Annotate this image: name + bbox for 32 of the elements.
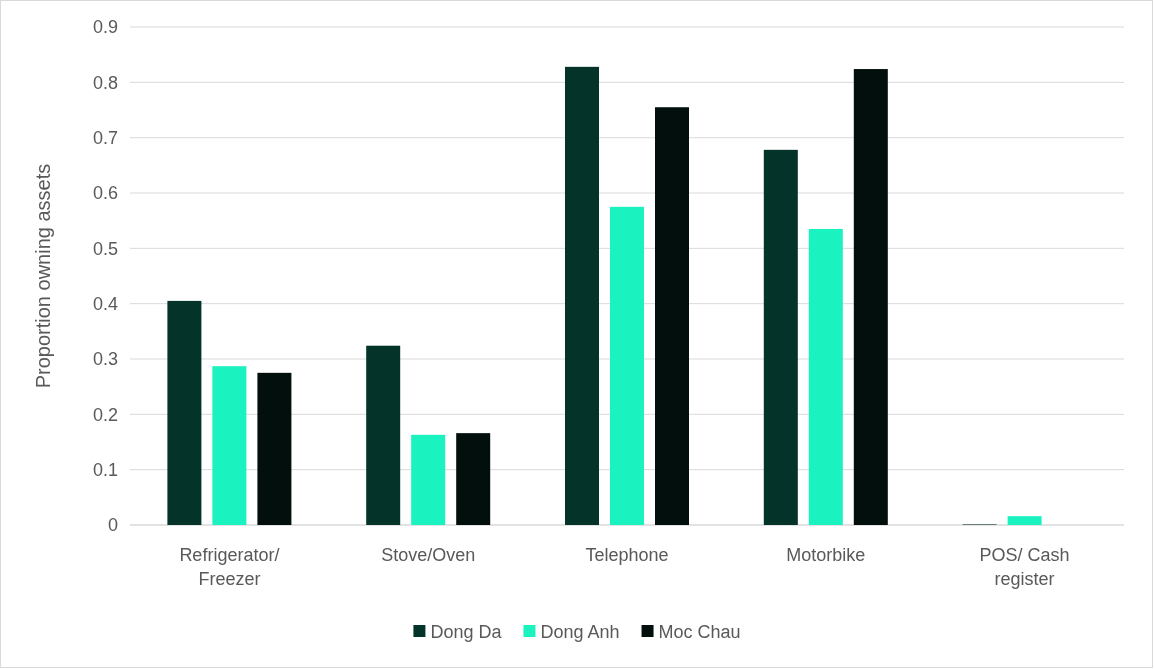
y-tick-label: 0.8 xyxy=(92,72,118,93)
y-tick-label: 0.1 xyxy=(92,459,118,480)
x-tick-label: Telephone xyxy=(585,545,669,565)
x-tick-label: Stove/Oven xyxy=(381,545,476,565)
y-tick-label: 0.5 xyxy=(92,238,118,259)
bar xyxy=(167,300,202,525)
x-tick-label: Motorbike xyxy=(786,545,866,565)
y-tick-label: 0.3 xyxy=(92,349,118,370)
bar xyxy=(1007,516,1042,525)
bar xyxy=(366,345,401,525)
y-tick-label: 0.6 xyxy=(92,183,118,204)
bar xyxy=(411,434,446,525)
legend-label: Dong Da xyxy=(430,622,503,642)
bar xyxy=(212,366,247,525)
x-tick-label: POS/ Cash register xyxy=(979,545,1070,589)
y-tick-label: 0.2 xyxy=(92,404,118,425)
y-tick-label: 0.9 xyxy=(92,17,118,38)
x-tick-label: Refrigerator/ Freezer xyxy=(179,545,280,589)
legend-label: Dong Anh xyxy=(540,622,620,642)
bar xyxy=(456,433,491,525)
legend-label: Moc Chau xyxy=(658,622,741,642)
bar xyxy=(763,149,798,525)
bar xyxy=(257,372,292,525)
y-tick-label: 0 xyxy=(107,515,118,536)
y-axis-title: Proportion owning assets xyxy=(32,163,54,389)
y-tick-label: 0.4 xyxy=(92,293,118,314)
bar xyxy=(655,107,689,525)
bar xyxy=(853,69,888,525)
y-tick-label: 0.7 xyxy=(92,127,118,148)
bar xyxy=(565,66,599,525)
bar xyxy=(808,228,843,525)
bar xyxy=(610,206,644,525)
